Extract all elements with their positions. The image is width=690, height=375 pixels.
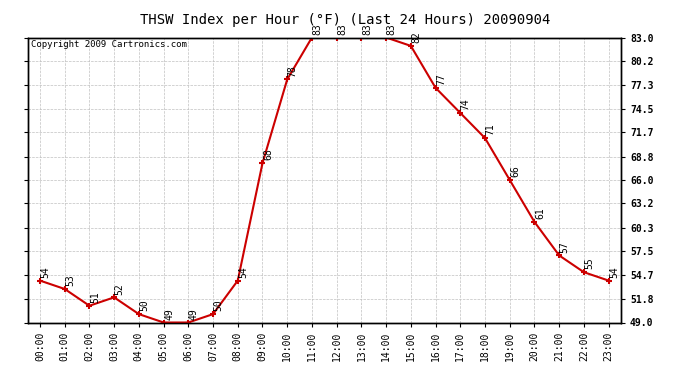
Text: 51: 51 (90, 291, 100, 303)
Text: 50: 50 (214, 300, 224, 311)
Text: 68: 68 (263, 149, 273, 160)
Text: 54: 54 (609, 266, 619, 278)
Text: 49: 49 (189, 308, 199, 320)
Text: 83: 83 (386, 23, 397, 35)
Text: 50: 50 (139, 300, 150, 311)
Text: 54: 54 (238, 266, 248, 278)
Text: 83: 83 (362, 23, 372, 35)
Text: 55: 55 (584, 258, 595, 269)
Text: 83: 83 (337, 23, 347, 35)
Text: 83: 83 (313, 23, 322, 35)
Text: 78: 78 (288, 65, 298, 76)
Text: 66: 66 (511, 165, 520, 177)
Text: 52: 52 (115, 283, 125, 295)
Text: 49: 49 (164, 308, 174, 320)
Text: Copyright 2009 Cartronics.com: Copyright 2009 Cartronics.com (30, 40, 186, 50)
Text: THSW Index per Hour (°F) (Last 24 Hours) 20090904: THSW Index per Hour (°F) (Last 24 Hours)… (140, 13, 550, 27)
Text: 74: 74 (461, 98, 471, 110)
Text: 57: 57 (560, 241, 570, 253)
Text: 53: 53 (66, 274, 75, 286)
Text: 54: 54 (41, 266, 50, 278)
Text: 61: 61 (535, 207, 545, 219)
Text: 77: 77 (436, 73, 446, 85)
Text: 82: 82 (411, 32, 422, 43)
Text: 71: 71 (486, 123, 495, 135)
